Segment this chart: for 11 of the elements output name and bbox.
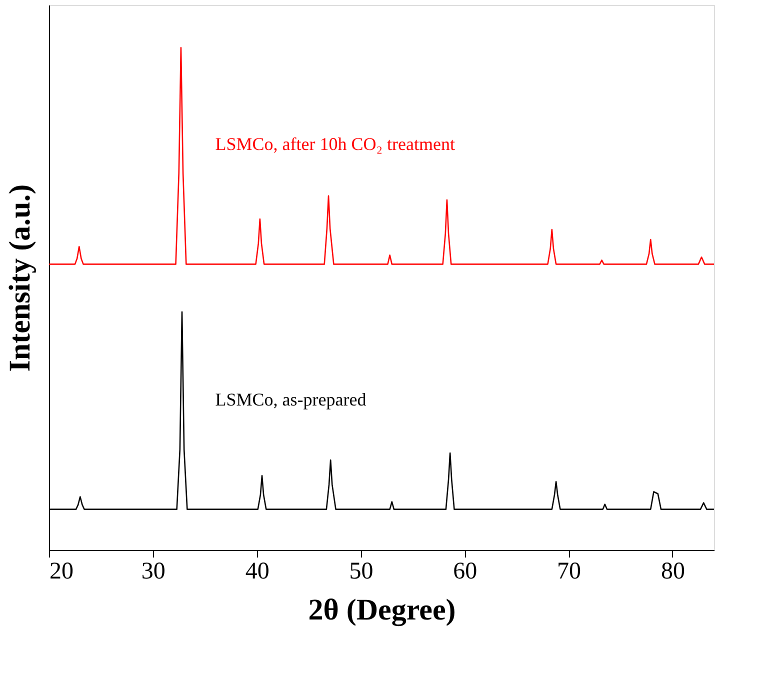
x-tick-label: 60 [453, 558, 478, 584]
x-tick-label: 30 [141, 558, 166, 584]
series-label: LSMCo, as-prepared [215, 390, 366, 410]
x-tick-label: 80 [660, 558, 685, 584]
x-tick-label: 40 [245, 558, 270, 584]
series-label: LSMCo, after 10h CO₂ treatment [215, 134, 455, 154]
x-tick-label: 50 [349, 558, 374, 584]
y-axis-title: Intensity (a.u.) [4, 184, 36, 372]
x-tick-label: 20 [50, 558, 74, 584]
x-axis-title: 2θ (Degree) [308, 594, 456, 626]
x-tick-label: 70 [557, 558, 582, 584]
